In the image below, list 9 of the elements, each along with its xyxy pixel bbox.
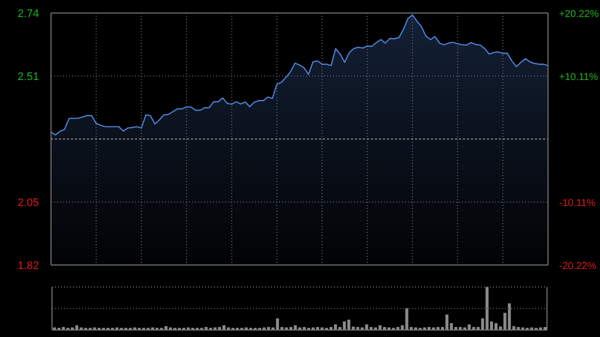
bar (468, 324, 471, 330)
y-tick-label: 2.74 (18, 8, 39, 20)
y2-tick-label: +10.11% (559, 72, 598, 83)
y-tick-label: 2.51 (18, 71, 39, 83)
y2-tick-label: +20.22% (559, 9, 599, 20)
y2-tick-label: -10.11% (559, 198, 596, 209)
y-tick-label: 2.05 (18, 197, 39, 209)
y2-tick-label: -20.22% (559, 261, 596, 272)
y-tick-label: 1.82 (18, 260, 39, 272)
